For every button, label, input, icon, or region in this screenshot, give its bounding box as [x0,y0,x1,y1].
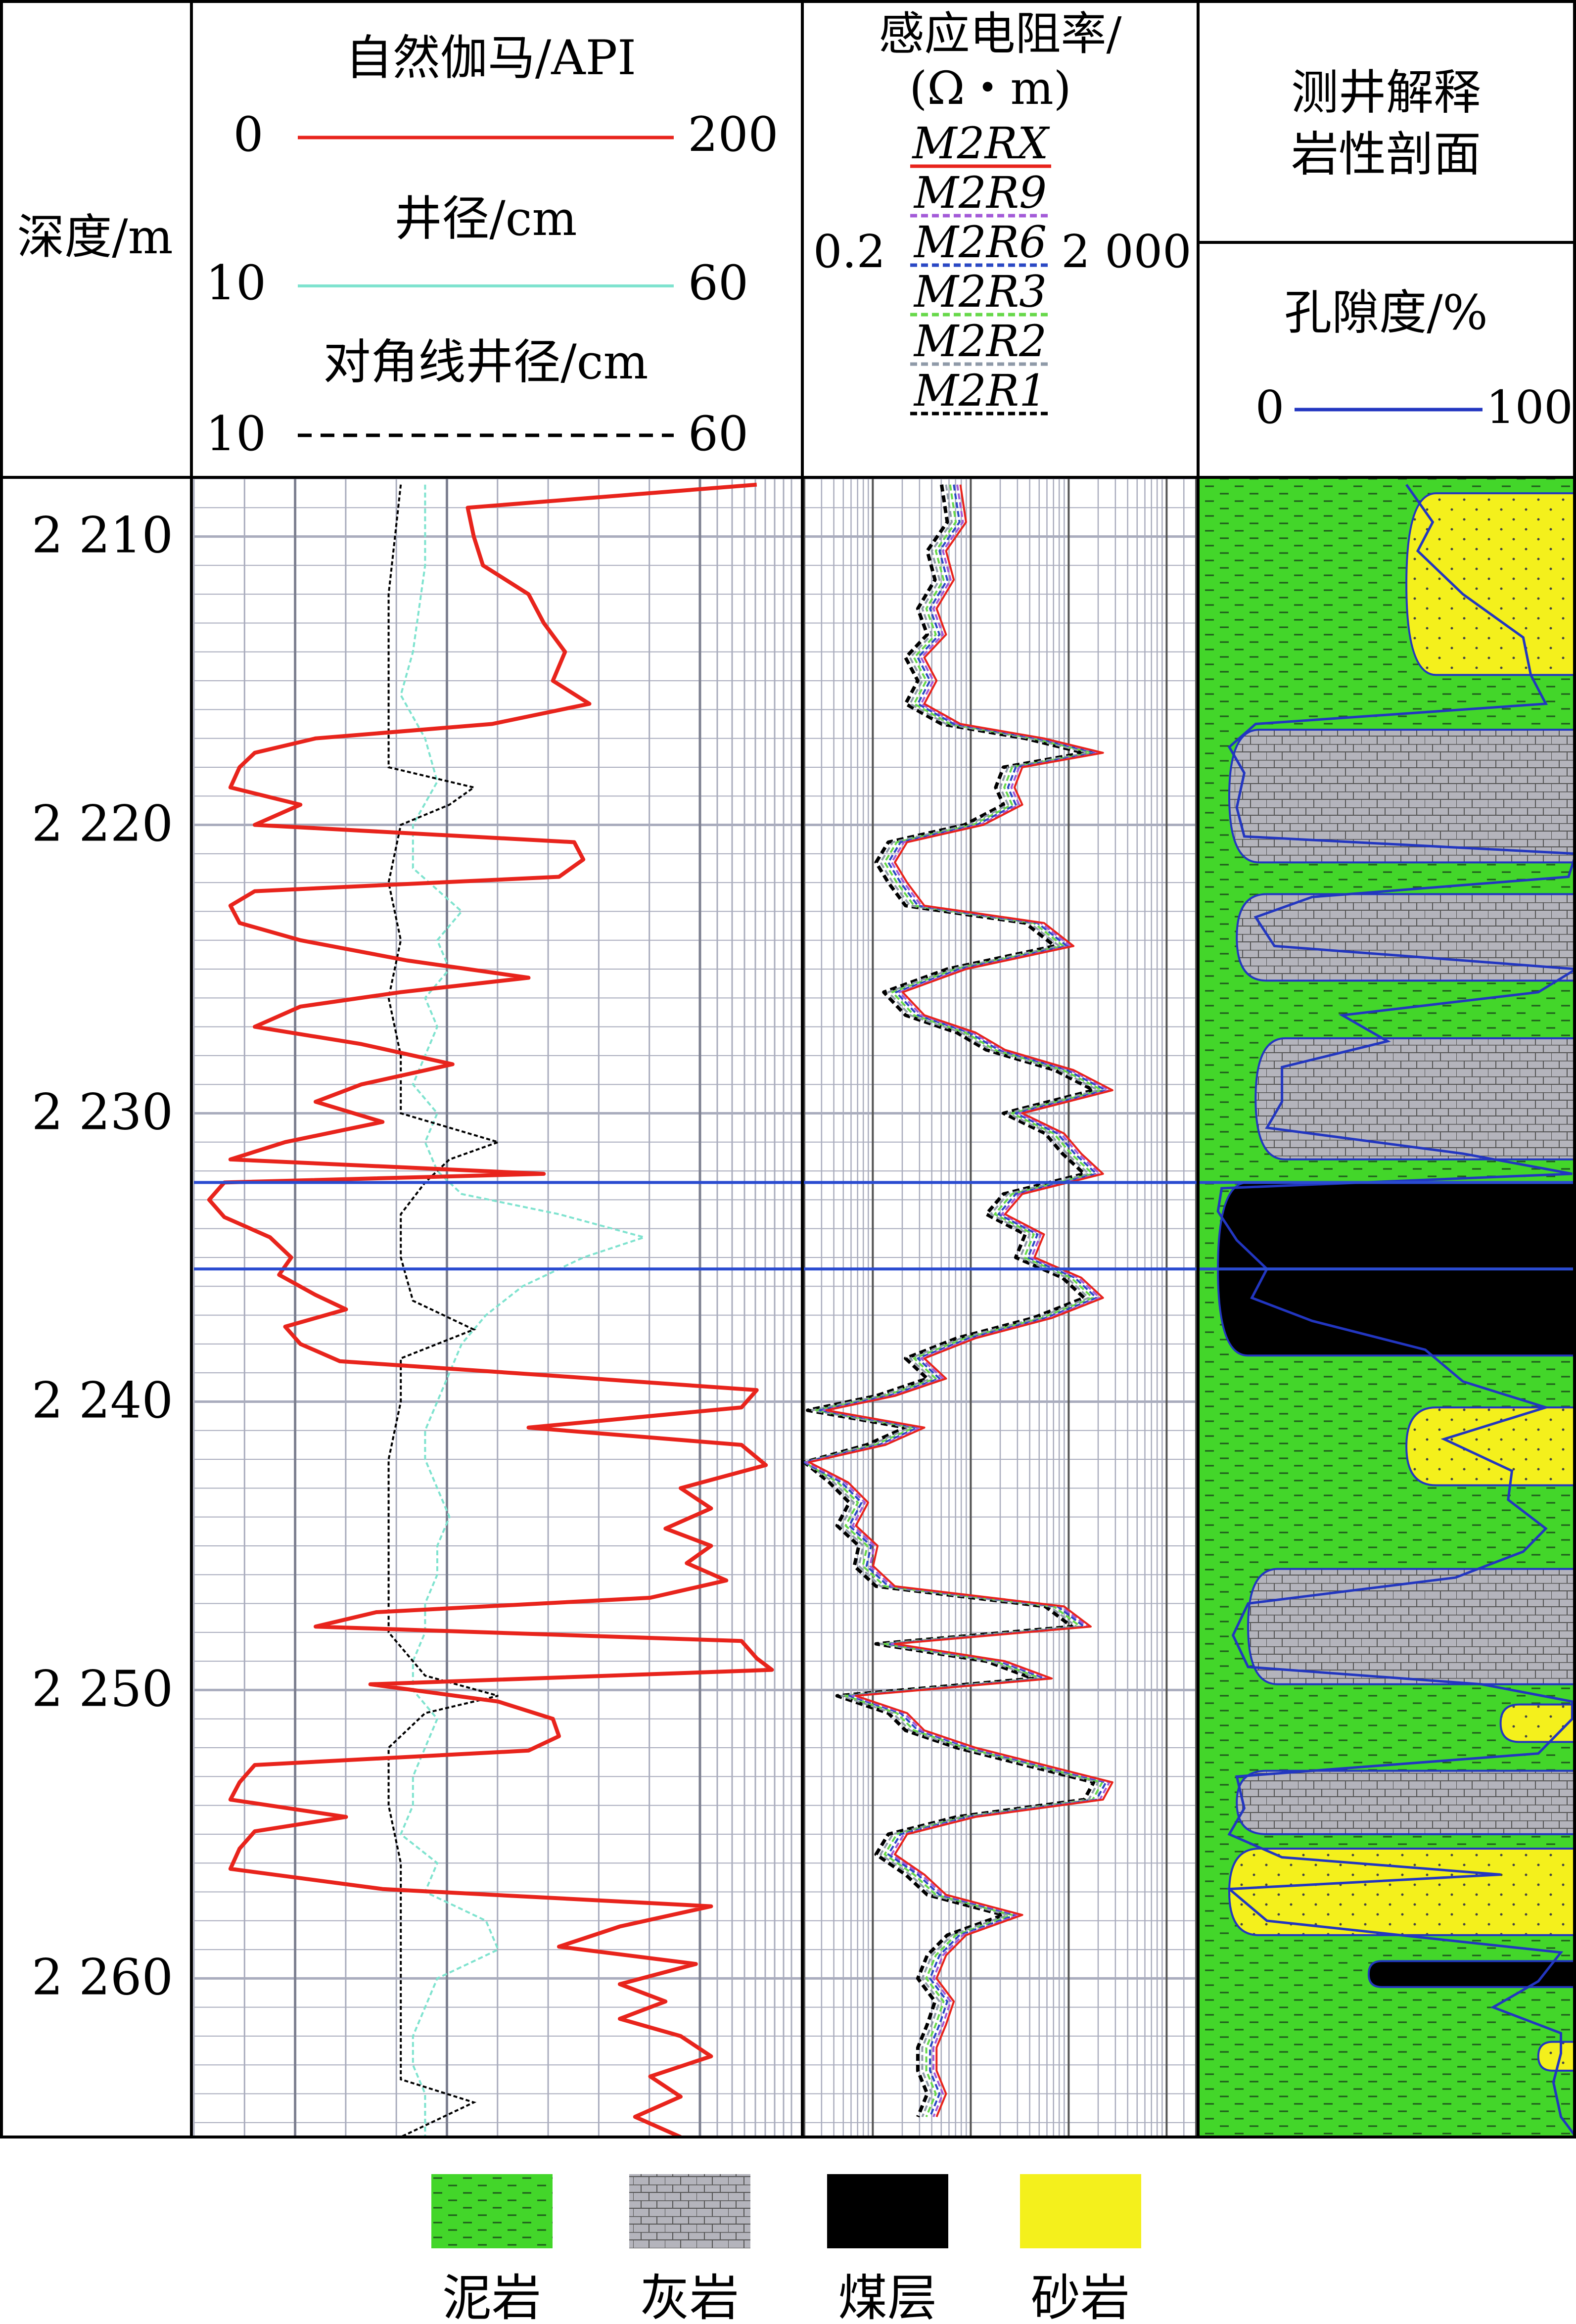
gr-track-grid [193,478,802,2137]
legend-swatch-coal [827,2174,948,2248]
sandstone-body [1537,2041,1576,2072]
porosity-curve [1216,484,1576,2137]
marker-lines [194,1181,1576,1271]
legend-label-sandstone: 砂岩 [1031,2269,1130,2324]
limestone-body [1236,893,1576,982]
gamma-ray-curve [207,482,774,2137]
res-legend-label-m2rx: M2RX [912,118,1050,169]
gr-max-label: 200 [688,107,778,162]
res-legend-label-m2r3: M2R3 [913,266,1047,317]
res-curve-m2r2 [803,484,1099,2117]
porosity-header-label: 孔隙度/% [1284,285,1488,340]
depth-tick-label: 2 260 [32,1948,173,2006]
limestone-body [1247,1568,1576,1685]
legend-label-coal: 煤层 [838,2269,937,2324]
limestone-body [1228,729,1576,864]
sandstone-body [1499,1703,1576,1743]
gr-min-label: 0 [233,107,263,162]
res-legend-label-m2r1: M2R1 [913,365,1047,416]
coal-body [1367,1960,1576,1988]
lithology-track [1199,479,1576,2137]
res-max-label: 2 000 [1061,225,1191,278]
res-curve-m2r6 [803,484,1107,2117]
chart-frame [0,0,1576,2138]
sandstone-body [1228,1848,1576,1936]
legend-swatch-sandstone [1020,2174,1141,2248]
cal-max-label: 60 [688,255,748,311]
res-legend-label-m2r9: M2R9 [913,167,1047,218]
depth-header-label: 深度/m [17,209,173,265]
gr-header-label: 自然伽马/API [345,30,636,86]
depth-tick-label: 2 250 [32,1660,173,1718]
res-min-label: 0.2 [813,225,885,278]
legend-label-mudstone: 泥岩 [442,2269,541,2324]
header: 深度/m 自然伽马/API 0 200 井径/cm 10 60 对角线井径/cm… [17,7,1573,462]
depth-tick-label: 2 240 [32,1372,173,1430]
res-curve-m2r1 [803,484,1096,2118]
porosity-min-label: 0 [1255,381,1285,434]
depth-tick-label: 2 210 [32,507,173,564]
res-track-grid [803,478,1197,2137]
res-legend-label-m2r6: M2R6 [913,217,1047,268]
lithology-legend: 泥岩 灰岩 煤层 砂岩 [431,2174,1141,2324]
limestone-body [1236,1769,1576,1835]
sandstone-body [1405,1406,1576,1487]
legend-swatch-mudstone [431,2174,553,2248]
porosity-max-label: 100 [1486,381,1573,434]
depth-axis: 2 210 2 220 2 230 2 240 2 250 2 260 [32,507,173,2006]
res-legend-label-m2r2: M2R2 [913,316,1047,367]
interp-header-label-1: 测井解释 [1291,65,1481,120]
limestone-body [1254,1037,1576,1161]
depth-tick-label: 2 230 [32,1083,173,1141]
res-header-label-1: 感应电阻率/ [879,7,1122,60]
legend-label-limestone: 灰岩 [640,2269,739,2324]
gr-caliper-curves [207,482,774,2137]
dcal-min-label: 10 [206,406,266,462]
depth-tick-label: 2 220 [32,795,173,853]
res-header-label-2: (Ω・m) [909,62,1071,115]
caliper-curve [399,484,648,2137]
interp-header-label-2: 岩性剖面 [1291,127,1481,182]
dcal-max-label: 60 [688,406,748,462]
legend-swatch-limestone [629,2174,750,2248]
cal-min-label: 10 [206,255,266,311]
resistivity-curves [803,484,1113,2118]
res-curve-m2rx [808,484,1113,2117]
dcal-header-label: 对角线井径/cm [323,334,648,390]
cal-header-label: 井径/cm [394,191,577,246]
